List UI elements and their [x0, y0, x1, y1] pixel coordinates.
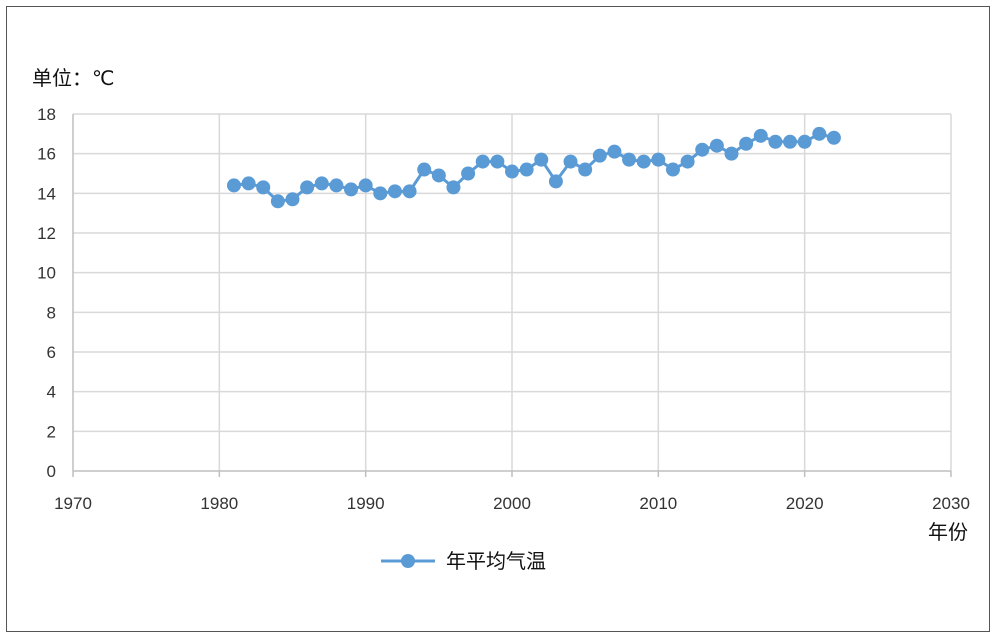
data-point: [592, 148, 607, 163]
data-point: [490, 154, 505, 169]
x-tick-label: 1970: [54, 494, 92, 513]
data-point: [636, 154, 651, 169]
data-point: [314, 176, 329, 191]
y-tick-label: 4: [47, 383, 56, 402]
data-point: [665, 162, 680, 177]
y-tick-label: 8: [47, 303, 56, 322]
data-point: [739, 136, 754, 151]
data-point: [431, 168, 446, 183]
y-tick-label: 16: [37, 145, 56, 164]
data-point: [358, 178, 373, 193]
data-point: [548, 174, 563, 189]
data-point: [285, 192, 300, 207]
data-point: [505, 164, 519, 179]
data-point: [724, 146, 739, 161]
y-tick-label: 14: [37, 184, 56, 203]
data-point: [812, 126, 827, 141]
data-point: [563, 154, 578, 169]
data-point: [270, 194, 285, 209]
y-tick-label: 12: [37, 224, 56, 243]
data-point: [241, 176, 256, 191]
data-point: [534, 152, 549, 167]
data-point: [578, 162, 593, 177]
data-point: [607, 144, 622, 159]
data-point: [344, 182, 359, 197]
x-tick-label: 2030: [932, 494, 970, 513]
x-tick-label: 1990: [347, 494, 385, 513]
chart-frame: [6, 6, 990, 632]
data-point: [417, 162, 432, 177]
data-point: [768, 134, 783, 149]
data-point: [519, 162, 534, 177]
y-tick-label: 2: [47, 422, 56, 441]
data-point: [753, 128, 768, 143]
data-point: [709, 138, 724, 153]
y-tick-label: 0: [47, 462, 56, 481]
y-tick-label: 18: [37, 105, 56, 124]
x-tick-label: 2010: [639, 494, 677, 513]
y-tick-label: 6: [47, 343, 56, 362]
data-point: [680, 154, 695, 169]
x-tick-label: 2000: [493, 494, 531, 513]
data-point: [622, 152, 637, 167]
series-layer: [226, 126, 841, 209]
legend-marker-swatch: [401, 554, 415, 568]
data-point: [373, 186, 388, 201]
data-point: [461, 166, 476, 181]
y-tick-labels: 0 2 4 6 8 10 12 14 16 18: [37, 105, 56, 481]
axes: [72, 114, 952, 477]
data-point: [797, 134, 812, 149]
data-point: [695, 142, 710, 157]
x-tick-label: 2020: [786, 494, 824, 513]
x-axis-title: 年份: [928, 520, 968, 544]
data-point: [300, 180, 315, 195]
data-point: [446, 180, 461, 195]
x-tick-label: 1980: [200, 494, 238, 513]
data-point: [387, 184, 402, 199]
data-point: [475, 154, 490, 169]
data-point: [826, 130, 841, 145]
data-point: [226, 178, 241, 193]
data-point: [651, 152, 666, 167]
legend: 年平均气温: [381, 549, 546, 573]
data-point: [783, 134, 798, 149]
y-tick-label: 10: [37, 264, 56, 283]
legend-label: 年平均气温: [446, 549, 546, 573]
y-axis-title: 单位：℃: [32, 66, 114, 90]
x-tick-labels: 1970 1980 1990 2000 2010 2020 2030: [54, 494, 970, 513]
data-point: [329, 178, 344, 193]
data-point: [256, 180, 271, 195]
data-point: [402, 184, 417, 199]
